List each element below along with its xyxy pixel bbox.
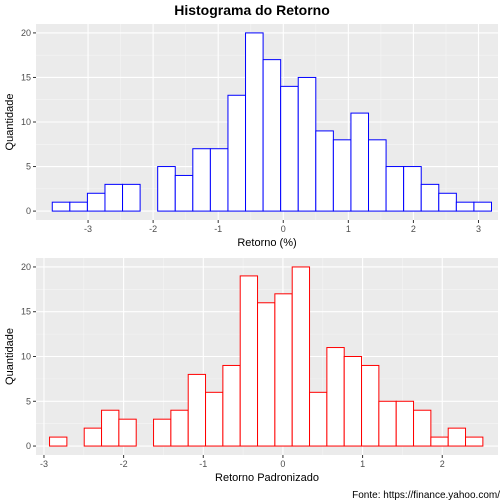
histogram-bar	[209, 148, 229, 212]
histogram-bar	[465, 436, 484, 447]
histogram-bar	[104, 183, 124, 212]
x-tick-label: 2	[440, 459, 445, 469]
histogram-bar	[447, 427, 467, 447]
histogram-bar	[227, 94, 247, 212]
histogram-bar	[245, 32, 264, 212]
histogram-bar	[395, 400, 415, 447]
histogram-bar	[153, 418, 172, 447]
y-tick-label: 20	[21, 262, 31, 272]
y-tick-label: 0	[26, 206, 31, 216]
y-tick-label: 5	[26, 396, 31, 406]
histogram-bar	[187, 373, 207, 447]
histogram-bar	[350, 112, 370, 212]
histogram-bar	[368, 139, 387, 212]
histogram-bar	[291, 266, 311, 447]
histogram-bar	[473, 201, 492, 212]
histogram-bar	[430, 436, 449, 447]
y-tick-label: 20	[21, 28, 31, 38]
histogram-bar	[309, 391, 328, 447]
histogram-bar	[403, 166, 422, 212]
x-tick-label: 1	[360, 459, 365, 469]
histogram-bar	[262, 59, 282, 212]
histogram-bar	[257, 302, 276, 447]
chart-title: Histograma do Retorno	[174, 2, 330, 18]
x-tick-label: 1	[346, 224, 351, 234]
x-tick-label: -3	[84, 224, 92, 234]
y-tick-label: 15	[21, 72, 31, 82]
x-tick-label: -3	[40, 459, 48, 469]
histogram-bar	[49, 436, 68, 447]
histogram-return-panel: -3 -2 -1 0 1 2 3 0 5 10 15 20 Retorno (%) Quantidade	[4, 24, 498, 249]
histogram-bar	[385, 166, 405, 212]
x-axis-label: Retorno Padronizado	[215, 472, 319, 484]
x-tick-label: 0	[280, 459, 285, 469]
histogram-bar	[222, 364, 241, 447]
histogram-bar	[101, 409, 120, 447]
histogram-bar	[378, 400, 397, 447]
y-tick-label: 10	[21, 352, 31, 362]
histogram-bar	[192, 148, 211, 212]
histogram-bar	[122, 183, 141, 212]
histogram-bar	[438, 192, 457, 212]
x-tick-label: 2	[411, 224, 416, 234]
histogram-bar	[343, 356, 363, 447]
x-tick-label: -1	[199, 459, 207, 469]
y-axis-label: Quantidade	[4, 328, 16, 385]
histogram-bar	[332, 139, 352, 212]
histogram-bar	[86, 192, 106, 212]
y-tick-label: 10	[21, 117, 31, 127]
source-caption: Fonte: https://finance.yahoo.com/	[352, 490, 500, 501]
y-tick-label: 15	[21, 307, 31, 317]
histogram-bar	[315, 130, 334, 212]
histogram-bar	[205, 391, 224, 447]
histogram-bar	[455, 201, 475, 212]
histogram-bar	[69, 201, 88, 212]
histogram-bar	[118, 418, 137, 447]
x-tick-label: -2	[120, 459, 128, 469]
histogram-bar	[157, 166, 176, 212]
y-tick-label: 5	[26, 162, 31, 172]
y-axis-label: Quantidade	[4, 94, 16, 151]
histogram-bar	[170, 409, 189, 447]
histogram-bar	[239, 275, 259, 447]
x-tick-label: -2	[149, 224, 157, 234]
histogram-bar	[274, 293, 293, 447]
histogram-bar	[413, 409, 432, 447]
histogram-bar	[420, 183, 440, 212]
histogram-bar	[280, 85, 299, 212]
y-tick-label: 0	[26, 441, 31, 451]
histogram-bar	[361, 364, 380, 447]
histogram-bar	[51, 201, 71, 212]
x-axis-label: Retorno (%)	[237, 237, 296, 249]
x-tick-label: 0	[281, 224, 286, 234]
histogram-bar	[83, 427, 103, 447]
x-tick-label: -1	[214, 224, 222, 234]
histogram-bar	[326, 347, 345, 447]
x-tick-label: 3	[476, 224, 481, 234]
histogram-bar	[297, 76, 317, 212]
histogram-bar	[174, 174, 194, 212]
